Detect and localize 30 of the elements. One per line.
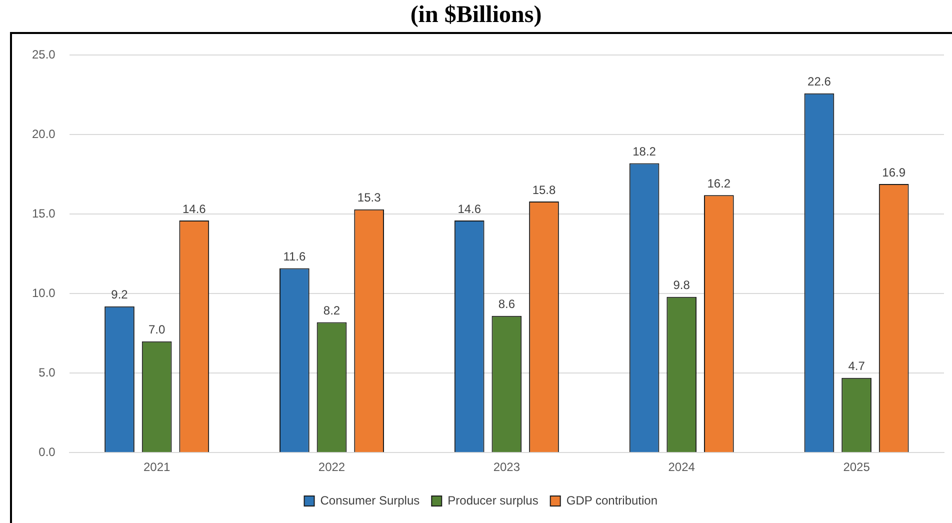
y-tick-label: 20.0 [32,126,56,141]
data-label: 15.8 [532,182,556,197]
data-label: 8.6 [498,297,516,312]
chart-title: (in $Billions) [409,1,543,29]
data-label: 15.3 [357,190,382,205]
data-label: 4.7 [848,359,866,374]
y-tick-label: 0.0 [38,444,56,459]
data-label: 16.2 [707,176,731,190]
data-label: 11.6 [283,250,306,264]
y-tick-label: 15.0 [32,206,56,220]
y-tick-label: 25.0 [32,48,56,62]
data-label: 8.2 [323,304,340,318]
data-label: 22.6 [808,74,832,89]
data-label: 14.6 [182,202,206,216]
data-label: 9.8 [673,278,690,292]
data-label: 14.6 [458,202,482,216]
data-label: 7.0 [148,322,166,337]
legend-label: GDP contribution [566,493,658,508]
x-tick-label: 2023 [493,460,520,474]
x-tick-label: 2021 [143,460,170,474]
data-label: 9.2 [111,288,128,302]
data-label: 16.9 [882,165,906,180]
x-tick-label: 2024 [668,460,696,474]
data-label: 18.2 [632,144,656,159]
x-tick-label: 2022 [318,460,346,474]
legend-label: Consumer Surplus [320,493,420,508]
y-tick-label: 5.0 [38,365,56,380]
x-tick-label: 2025 [843,460,870,474]
y-tick-label: 10.0 [32,286,56,300]
legend-label: Producer surplus [448,493,538,508]
